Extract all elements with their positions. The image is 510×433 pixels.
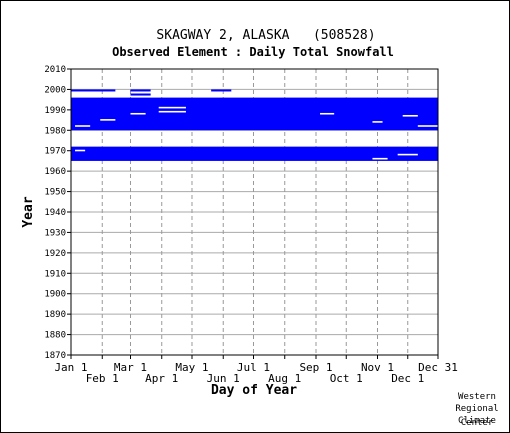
gap-mark	[320, 112, 335, 115]
y-tick-label: 1900	[44, 290, 66, 300]
credit-block: Western Regional Climate Center	[455, 392, 498, 428]
gap-mark	[372, 157, 388, 160]
y-tick-label: 1970	[44, 147, 66, 157]
y-tick-label: 1950	[44, 188, 66, 198]
coverage-block	[211, 89, 232, 92]
coverage-block	[130, 93, 151, 96]
coverage-block	[71, 146, 438, 161]
x-tick-label: Jan 1	[54, 361, 87, 374]
x-tick-label: Aug 1	[268, 372, 301, 385]
x-tick-label: Jun 1	[207, 372, 240, 385]
gap-mark	[158, 110, 186, 113]
chart-subtitle: Observed Element : Daily Total Snowfall	[112, 45, 394, 59]
coverage-block	[71, 97, 438, 131]
chart-title: SKAGWAY 2, ALASKA (508528)	[156, 28, 375, 43]
y-tick-label: 1870	[44, 351, 66, 361]
gap-mark	[397, 153, 418, 156]
x-tick-label: Feb 1	[86, 372, 119, 385]
gap-mark	[417, 125, 438, 127]
gap-mark	[75, 125, 91, 127]
x-axis: Jan 1 Mar 1 May 1 Jul 1 Sep 1 Nov 1 Dec 31 Feb …	[54, 355, 458, 385]
x-tick-label: Nov 1	[361, 361, 394, 374]
x-tick-label: Dec 31	[418, 361, 458, 374]
coverage-block	[130, 89, 151, 92]
credit-line-2: Regional	[455, 404, 498, 414]
y-tick-label: 1920	[44, 249, 66, 259]
y-tick-label: 1940	[44, 208, 66, 218]
x-axis-label: Day of Year	[211, 383, 297, 398]
y-axis: 1870 1880 1890 1900 1910 1920 1930 1940 1950 1960…	[44, 65, 71, 361]
y-tick-label: 2010	[44, 65, 66, 75]
y-tick-label: 1930	[44, 228, 66, 238]
coverage-block	[71, 89, 116, 92]
gap-mark	[372, 121, 383, 123]
gap-marks	[75, 106, 438, 160]
y-tick-label: 1990	[44, 106, 66, 116]
y-axis-label: Year	[21, 196, 36, 227]
gap-mark	[100, 119, 116, 121]
x-tick-label: Oct 1	[330, 372, 363, 385]
credit-line-4: Center	[461, 418, 494, 428]
x-tick-label: Jul 1	[237, 361, 270, 374]
gap-mark	[402, 114, 418, 117]
x-tick-label: Sep 1	[299, 361, 332, 374]
credit-line-1: Western	[458, 392, 496, 402]
y-tick-label: 1910	[44, 269, 66, 279]
gap-mark	[158, 106, 186, 109]
x-tick-label: Dec 1	[391, 372, 424, 385]
y-tick-label: 1960	[44, 167, 66, 177]
y-tick-label: 1880	[44, 331, 66, 341]
coverage-series	[71, 89, 438, 161]
gap-mark	[75, 149, 86, 152]
x-tick-label: Mar 1	[114, 361, 147, 374]
credit-line-3: Climate	[458, 416, 496, 426]
y-tick-label: 2000	[44, 85, 66, 95]
y-tick-label: 1980	[44, 126, 66, 136]
x-tick-label: Apr 1	[145, 372, 178, 385]
gap-mark	[130, 112, 146, 115]
x-tick-label: May 1	[175, 361, 208, 374]
y-tick-label: 1890	[44, 310, 66, 320]
